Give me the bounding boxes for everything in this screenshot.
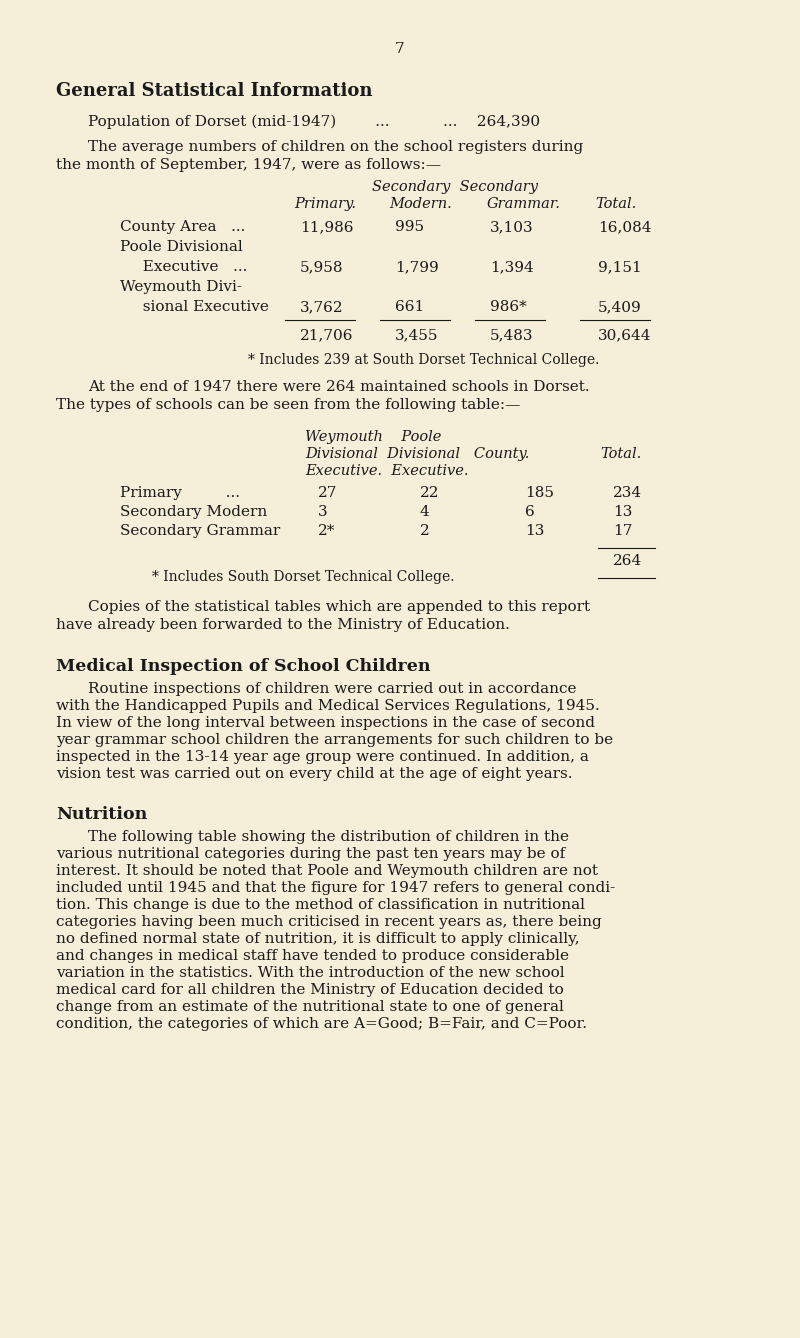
Text: Grammar.: Grammar. xyxy=(487,197,561,211)
Text: 27: 27 xyxy=(318,486,338,500)
Text: 16,084: 16,084 xyxy=(598,219,651,234)
Text: Primary         ...: Primary ... xyxy=(120,486,240,500)
Text: 2*: 2* xyxy=(318,524,335,538)
Text: 3,455: 3,455 xyxy=(395,328,438,343)
Text: County Area   ...: County Area ... xyxy=(120,219,246,234)
Text: Divisional  Divisional   County.: Divisional Divisional County. xyxy=(305,447,530,462)
Text: Population of Dorset (mid-1947)        ...           ...    264,390: Population of Dorset (mid-1947) ... ... … xyxy=(88,115,540,130)
Text: The average numbers of children on the school registers during: The average numbers of children on the s… xyxy=(88,140,583,154)
Text: various nutritional categories during the past ten years may be of: various nutritional categories during th… xyxy=(56,847,566,860)
Text: Nutrition: Nutrition xyxy=(56,805,147,823)
Text: 5,958: 5,958 xyxy=(300,260,343,274)
Text: 986*: 986* xyxy=(490,300,526,314)
Text: Weymouth Divi-: Weymouth Divi- xyxy=(120,280,242,294)
Text: 3,762: 3,762 xyxy=(300,300,344,314)
Text: inspected in the 13-14 year age group were continued. In addition, a: inspected in the 13-14 year age group we… xyxy=(56,751,589,764)
Text: 30,644: 30,644 xyxy=(598,328,651,343)
Text: vision test was carried out on every child at the age of eight years.: vision test was carried out on every chi… xyxy=(56,767,573,781)
Text: Secondary Grammar: Secondary Grammar xyxy=(120,524,280,538)
Text: 5,483: 5,483 xyxy=(490,328,534,343)
Text: 1,394: 1,394 xyxy=(490,260,534,274)
Text: 17: 17 xyxy=(613,524,632,538)
Text: 4: 4 xyxy=(420,504,430,519)
Text: and changes in medical staff have tended to produce considerable: and changes in medical staff have tended… xyxy=(56,949,569,963)
Text: Total.: Total. xyxy=(600,447,642,462)
Text: Medical Inspection of School Children: Medical Inspection of School Children xyxy=(56,658,430,674)
Text: At the end of 1947 there were 264 maintained schools in Dorset.: At the end of 1947 there were 264 mainta… xyxy=(88,380,590,393)
Text: no defined normal state of nutrition, it is difficult to apply clinically,: no defined normal state of nutrition, it… xyxy=(56,933,580,946)
Text: with the Handicapped Pupils and Medical Services Regulations, 1945.: with the Handicapped Pupils and Medical … xyxy=(56,698,600,713)
Text: * Includes South Dorset Technical College.: * Includes South Dorset Technical Colleg… xyxy=(152,570,454,583)
Text: Modern.: Modern. xyxy=(389,197,452,211)
Text: categories having been much criticised in recent years as, there being: categories having been much criticised i… xyxy=(56,915,602,929)
Text: 185: 185 xyxy=(525,486,554,500)
Text: 995: 995 xyxy=(395,219,424,234)
Text: tion. This change is due to the method of classification in nutritional: tion. This change is due to the method o… xyxy=(56,898,585,913)
Text: interest. It should be noted that Poole and Weymouth children are not: interest. It should be noted that Poole … xyxy=(56,864,598,878)
Text: Weymouth    Poole: Weymouth Poole xyxy=(305,429,442,444)
Text: 661: 661 xyxy=(395,300,424,314)
Text: Secondary Modern: Secondary Modern xyxy=(120,504,267,519)
Text: 22: 22 xyxy=(420,486,439,500)
Text: sional Executive: sional Executive xyxy=(133,300,269,314)
Text: Routine inspections of children were carried out in accordance: Routine inspections of children were car… xyxy=(88,682,577,696)
Text: Copies of the statistical tables which are appended to this report: Copies of the statistical tables which a… xyxy=(88,599,590,614)
Text: Executive   ...: Executive ... xyxy=(133,260,247,274)
Text: 5,409: 5,409 xyxy=(598,300,642,314)
Text: 1,799: 1,799 xyxy=(395,260,438,274)
Text: 9,151: 9,151 xyxy=(598,260,642,274)
Text: Primary.: Primary. xyxy=(294,197,356,211)
Text: The types of schools can be seen from the following table:—: The types of schools can be seen from th… xyxy=(56,397,520,412)
Text: the month of September, 1947, were as follows:—: the month of September, 1947, were as fo… xyxy=(56,158,441,173)
Text: 3: 3 xyxy=(318,504,328,519)
Text: 234: 234 xyxy=(613,486,642,500)
Text: condition, the categories of which are A=Good; B=Fair, and C=Poor.: condition, the categories of which are A… xyxy=(56,1017,587,1032)
Text: Poole Divisional: Poole Divisional xyxy=(120,240,242,254)
Text: 13: 13 xyxy=(525,524,544,538)
Text: General Statistical Information: General Statistical Information xyxy=(56,82,373,100)
Text: variation in the statistics. With the introduction of the new school: variation in the statistics. With the in… xyxy=(56,966,565,979)
Text: medical card for all children the Ministry of Education decided to: medical card for all children the Minist… xyxy=(56,983,564,997)
Text: Executive.  Executive.: Executive. Executive. xyxy=(305,464,469,478)
Text: The following table showing the distribution of children in the: The following table showing the distribu… xyxy=(88,830,569,844)
Text: 2: 2 xyxy=(420,524,430,538)
Text: 6: 6 xyxy=(525,504,534,519)
Text: year grammar school children the arrangements for such children to be: year grammar school children the arrange… xyxy=(56,733,613,747)
Text: In view of the long interval between inspections in the case of second: In view of the long interval between ins… xyxy=(56,716,595,731)
Text: Total.: Total. xyxy=(595,197,636,211)
Text: 11,986: 11,986 xyxy=(300,219,354,234)
Text: 7: 7 xyxy=(395,41,405,56)
Text: included until 1945 and that the figure for 1947 refers to general condi-: included until 1945 and that the figure … xyxy=(56,880,615,895)
Text: have already been forwarded to the Ministry of Education.: have already been forwarded to the Minis… xyxy=(56,618,510,632)
Text: * Includes 239 at South Dorset Technical College.: * Includes 239 at South Dorset Technical… xyxy=(248,353,599,367)
Text: 3,103: 3,103 xyxy=(490,219,534,234)
Text: 21,706: 21,706 xyxy=(300,328,354,343)
Text: Secondary  Secondary: Secondary Secondary xyxy=(372,181,538,194)
Text: change from an estimate of the nutritional state to one of general: change from an estimate of the nutrition… xyxy=(56,999,564,1014)
Text: 13: 13 xyxy=(613,504,632,519)
Text: 264: 264 xyxy=(613,554,642,569)
